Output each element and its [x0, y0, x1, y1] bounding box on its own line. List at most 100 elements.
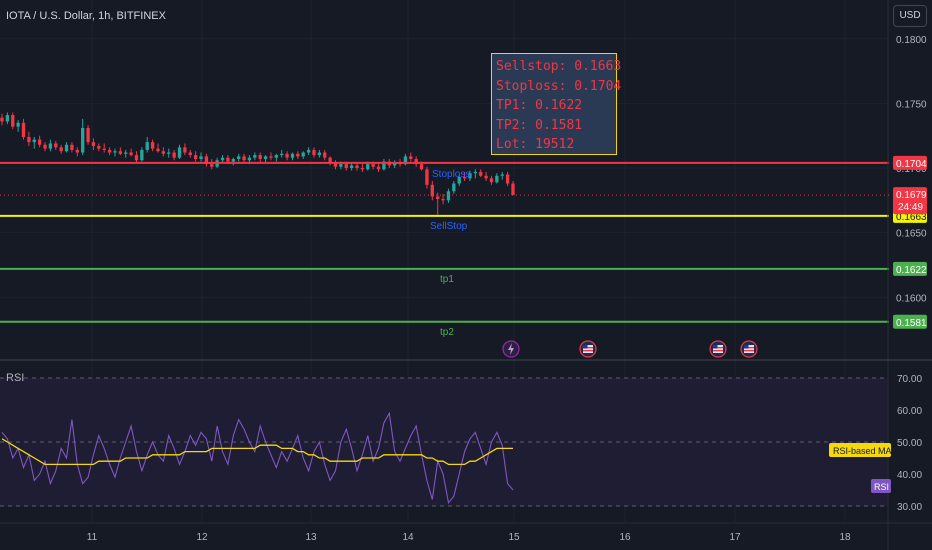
candle — [0, 117, 4, 122]
flag-field — [744, 345, 754, 353]
candle — [113, 151, 117, 153]
candle — [484, 175, 488, 179]
candle — [91, 142, 96, 147]
rsi-ma-badge[interactable]: RSI-based MA — [829, 443, 892, 457]
candle — [5, 115, 10, 122]
tp1-text: tp1 — [440, 274, 454, 285]
candle — [27, 136, 31, 143]
candle — [59, 147, 63, 152]
rsi-panel[interactable]: RSI 70.00 60.00 50.00 40.00 30.00 RSI-based MA… — [0, 372, 922, 513]
rsi-line — [1, 411, 514, 505]
candle — [479, 171, 483, 176]
price-badge-bg — [893, 314, 927, 329]
rsi-badge[interactable]: RSI — [871, 479, 891, 493]
candle — [145, 142, 149, 150]
us-flag-icon[interactable] — [740, 340, 758, 358]
candle — [150, 142, 155, 149]
sellstop-text: SellStop — [430, 221, 468, 232]
candle — [43, 144, 47, 149]
tp2-price-badge[interactable]: 0.1581 — [893, 314, 927, 329]
candle — [134, 155, 139, 161]
candle-series — [0, 112, 515, 215]
candle — [306, 149, 311, 153]
candle — [301, 152, 305, 157]
us-flag-icon[interactable] — [709, 340, 727, 358]
price-badge-label: 0.1622 — [896, 265, 927, 276]
tp1-line: TP1: 0.1622 — [496, 98, 583, 113]
currency-button[interactable]: USD — [893, 5, 927, 27]
candle — [226, 157, 230, 162]
lot-line: Lot: 19512 — [496, 137, 575, 152]
us-flag-icon[interactable] — [579, 340, 597, 358]
candle — [32, 139, 36, 143]
countdown-label: 24:49 — [898, 202, 923, 213]
candle — [48, 143, 53, 149]
current-price-bg — [893, 187, 927, 215]
candle — [333, 162, 338, 167]
candle — [360, 168, 365, 170]
candle — [37, 139, 42, 145]
candle — [16, 122, 20, 127]
stoploss-price-badge[interactable]: 0.1704 — [893, 155, 927, 170]
lightning-bolt — [508, 343, 514, 355]
time-tick-label: 13 — [305, 532, 317, 543]
candle — [81, 127, 85, 153]
candle — [473, 171, 478, 174]
lightning-icon[interactable] — [502, 340, 520, 358]
grid — [0, 0, 887, 522]
event-markers[interactable] — [502, 340, 758, 358]
candle — [237, 156, 241, 159]
rsi-title: RSI — [6, 372, 24, 384]
candle — [462, 177, 467, 179]
candle — [495, 175, 499, 183]
candle — [344, 164, 348, 169]
time-axis[interactable]: 11 12 13 14 15 16 17 18 — [0, 522, 932, 543]
time-tick-label: 12 — [196, 532, 208, 543]
price-tick-label: 0.1600 — [896, 293, 927, 304]
candle — [156, 148, 160, 152]
candle — [188, 152, 192, 156]
candle — [183, 147, 187, 153]
candle — [97, 146, 101, 149]
candle — [107, 149, 112, 153]
time-tick-label: 15 — [508, 532, 520, 543]
candle — [172, 152, 176, 158]
level-lines[interactable]: Stoploss SellStop tp1 tp2 — [0, 161, 889, 338]
flag-stripe — [713, 347, 723, 349]
candle — [290, 153, 295, 158]
flag-stripe — [713, 350, 723, 352]
flag-stripe — [744, 350, 754, 352]
candle — [419, 164, 424, 170]
rsi-ma-line — [1, 438, 513, 466]
candle — [441, 199, 445, 201]
time-tick-label: 16 — [619, 532, 631, 543]
candle — [258, 155, 262, 159]
flag-field — [583, 345, 593, 353]
candle — [489, 178, 494, 183]
candle — [220, 157, 225, 161]
price-badge-label: 0.1704 — [896, 159, 927, 170]
candle — [193, 155, 198, 159]
candle — [274, 155, 278, 158]
price-badge-bg — [893, 155, 927, 170]
price-tick-label: 0.1650 — [896, 229, 927, 240]
trade-info-box: Sellstop: 0.1663 Stoploss: 0.1704 TP1: 0… — [491, 53, 622, 155]
candle — [376, 166, 381, 170]
stoploss-text: Stoploss — [432, 169, 470, 180]
rsi-badge-label: RSI — [874, 482, 889, 492]
stoploss-line: Stoploss: 0.1704 — [496, 78, 622, 94]
candle — [446, 191, 451, 201]
tp1-price-badge[interactable]: 0.1622 — [893, 261, 927, 276]
price-tick-label: 0.1750 — [896, 99, 927, 110]
price-tick-label: 0.1800 — [896, 35, 927, 46]
candle — [242, 156, 246, 161]
rsi-tick-label: 40.00 — [897, 470, 922, 481]
candle — [452, 183, 456, 192]
candle — [339, 164, 343, 167]
candle — [263, 156, 268, 159]
candle — [414, 158, 418, 165]
